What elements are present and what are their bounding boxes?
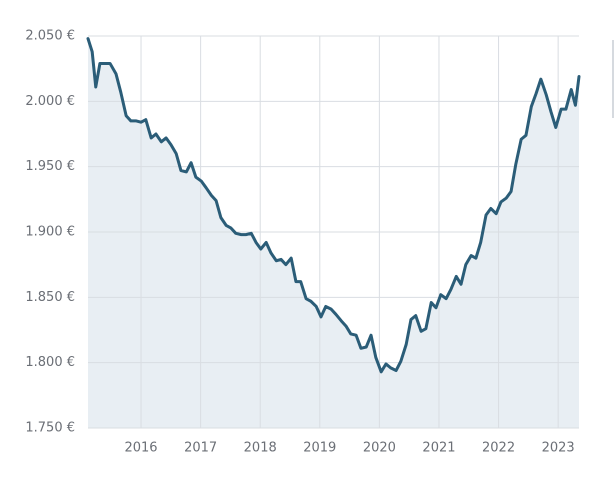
x-tick-label: 2023 <box>542 441 575 456</box>
y-tick-label: 1.750 € <box>25 421 75 436</box>
x-tick-label: 2018 <box>244 441 277 456</box>
y-tick-label: 1.950 € <box>25 159 75 174</box>
area <box>88 38 579 429</box>
line <box>86 37 581 374</box>
x-tick-label: 2020 <box>363 441 396 456</box>
x-tick-label: 2019 <box>303 441 336 456</box>
x-tick-label: 2017 <box>184 441 217 456</box>
x-tick-label: 2021 <box>422 441 455 456</box>
y-tick-label: 2.000 € <box>25 94 75 109</box>
y-tick-label: 1.900 € <box>25 225 75 240</box>
y-tick-label: 1.850 € <box>25 290 75 305</box>
y-tick-label: 2.050 € <box>25 29 75 44</box>
x-tick-label: 2016 <box>124 441 157 456</box>
x-tick-label: 2022 <box>482 441 515 456</box>
y-tick-label: 1.800 € <box>25 355 75 370</box>
